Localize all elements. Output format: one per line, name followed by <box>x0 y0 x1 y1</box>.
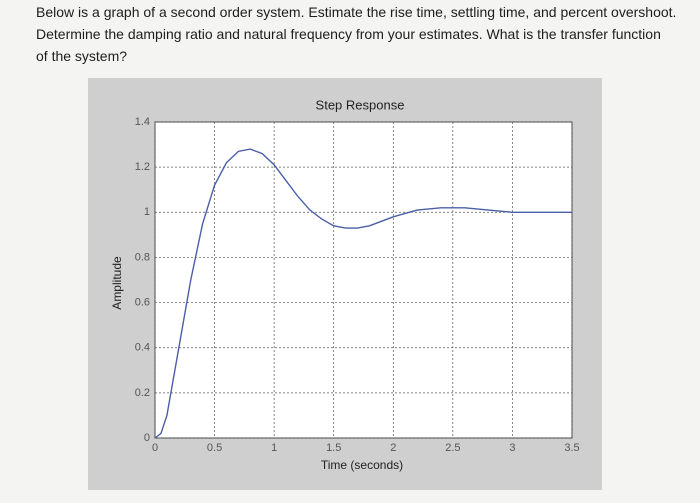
question-line: Below is a graph of a second order syste… <box>36 4 677 20</box>
x-tick-label: 0.5 <box>207 442 222 454</box>
x-tick-label: 3 <box>509 442 515 454</box>
response-line <box>154 148 572 439</box>
y-tick-label: 1.4 <box>135 116 150 128</box>
y-tick-label: 0.2 <box>135 387 150 399</box>
question-line: of the system? <box>36 48 128 64</box>
x-tick-label: 1.5 <box>326 442 341 454</box>
y-tick-label: 0 <box>144 432 150 444</box>
x-axis-label: Time (seconds) <box>321 458 403 472</box>
y-tick-label: 1.2 <box>135 161 150 173</box>
y-axis-label: Amplitude <box>110 256 124 310</box>
x-tick-label: 1 <box>271 442 277 454</box>
x-tick-label: 3.5 <box>564 442 579 454</box>
chart-title: Step Response <box>316 97 405 112</box>
y-tick-label: 0.6 <box>135 296 150 308</box>
x-tick-label: 2 <box>390 442 396 454</box>
question-line: Determine the damping ratio and natural … <box>36 26 661 42</box>
x-tick-label: 0 <box>152 442 158 454</box>
y-tick-label: 1 <box>144 206 150 218</box>
y-tick-label: 0.4 <box>135 342 150 354</box>
x-tick-label: 2.5 <box>445 442 460 454</box>
y-tick-label: 0.8 <box>135 251 150 263</box>
plot-area <box>154 121 573 439</box>
